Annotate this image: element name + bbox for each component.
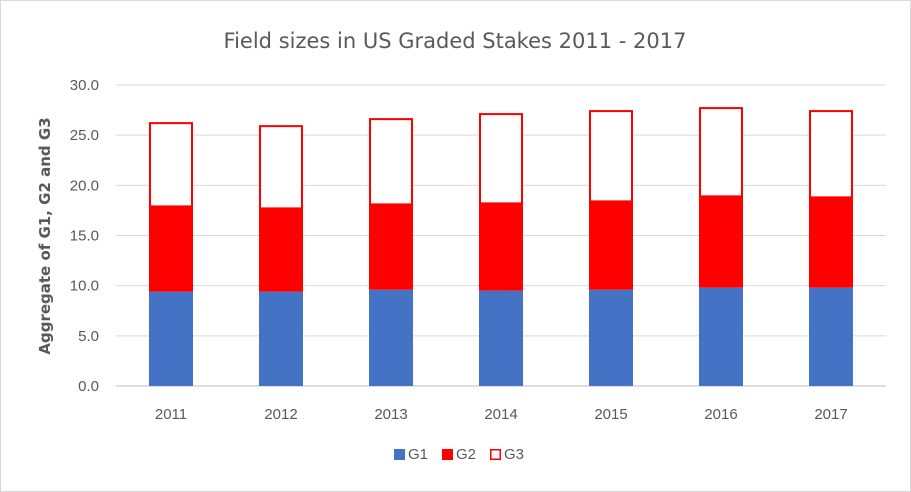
y-tick-label: 20.0: [70, 177, 99, 194]
bar-g2-2017: [809, 197, 853, 288]
legend-swatch-g3: [490, 449, 501, 460]
y-tick-label: 10.0: [70, 278, 99, 295]
x-axis-ticks: 2011 2012 2013 2014 2015 2016 2017: [155, 406, 848, 423]
y-tick-label: 15.0: [70, 228, 99, 245]
y-tick-label: 25.0: [70, 127, 99, 144]
y-tick-label: 5.0: [78, 328, 99, 345]
bar-g3-2016: [699, 107, 743, 198]
legend-swatch-g1: [394, 449, 405, 460]
legend: G1 G2 G3: [394, 446, 524, 463]
bar-g1-2015: [589, 289, 633, 386]
bar-g1-2013: [369, 289, 413, 386]
y-axis-label: Aggregate of G1, G2 and G3: [36, 117, 54, 354]
bar-g2-2015: [589, 201, 633, 290]
bar-g1-2016: [699, 287, 743, 386]
bar-g3-2015: [589, 110, 633, 203]
bar-g3-2013: [369, 118, 413, 206]
bar-g1-2017: [809, 287, 853, 386]
bar-g3-2012: [259, 125, 303, 210]
y-tick-label: 30.0: [70, 77, 99, 94]
legend-label-g2: G2: [456, 446, 476, 463]
x-tick-label: 2014: [484, 406, 517, 423]
bar-g2-2013: [369, 204, 413, 290]
bar-g2-2016: [699, 196, 743, 288]
bar-g3-2017: [809, 110, 853, 199]
bars: [149, 107, 853, 386]
chart-title: Field sizes in US Graded Stakes 2011 - 2…: [224, 29, 687, 53]
bar-g3-2014: [479, 113, 523, 205]
x-tick-label: 2013: [374, 406, 407, 423]
legend-label-g1: G1: [408, 446, 428, 463]
bar-g3-2011: [149, 122, 193, 208]
legend-label-g3: G3: [504, 446, 524, 463]
x-tick-label: 2011: [155, 406, 187, 423]
x-tick-label: 2015: [594, 406, 627, 423]
bar-g1-2014: [479, 290, 523, 386]
x-tick-label: 2016: [704, 406, 737, 423]
bar-g1-2011: [149, 291, 193, 386]
y-tick-label: 0.0: [78, 378, 99, 395]
x-tick-label: 2012: [264, 406, 297, 423]
y-axis-ticks: 0.0 5.0 10.0 15.0 20.0 25.0 30.0: [70, 77, 99, 395]
bar-g1-2012: [259, 291, 303, 386]
bar-g2-2011: [149, 206, 193, 292]
bar-g2-2014: [479, 203, 523, 291]
legend-swatch-g2: [442, 449, 453, 460]
x-tick-label: 2017: [814, 406, 847, 423]
bar-g2-2012: [259, 208, 303, 292]
